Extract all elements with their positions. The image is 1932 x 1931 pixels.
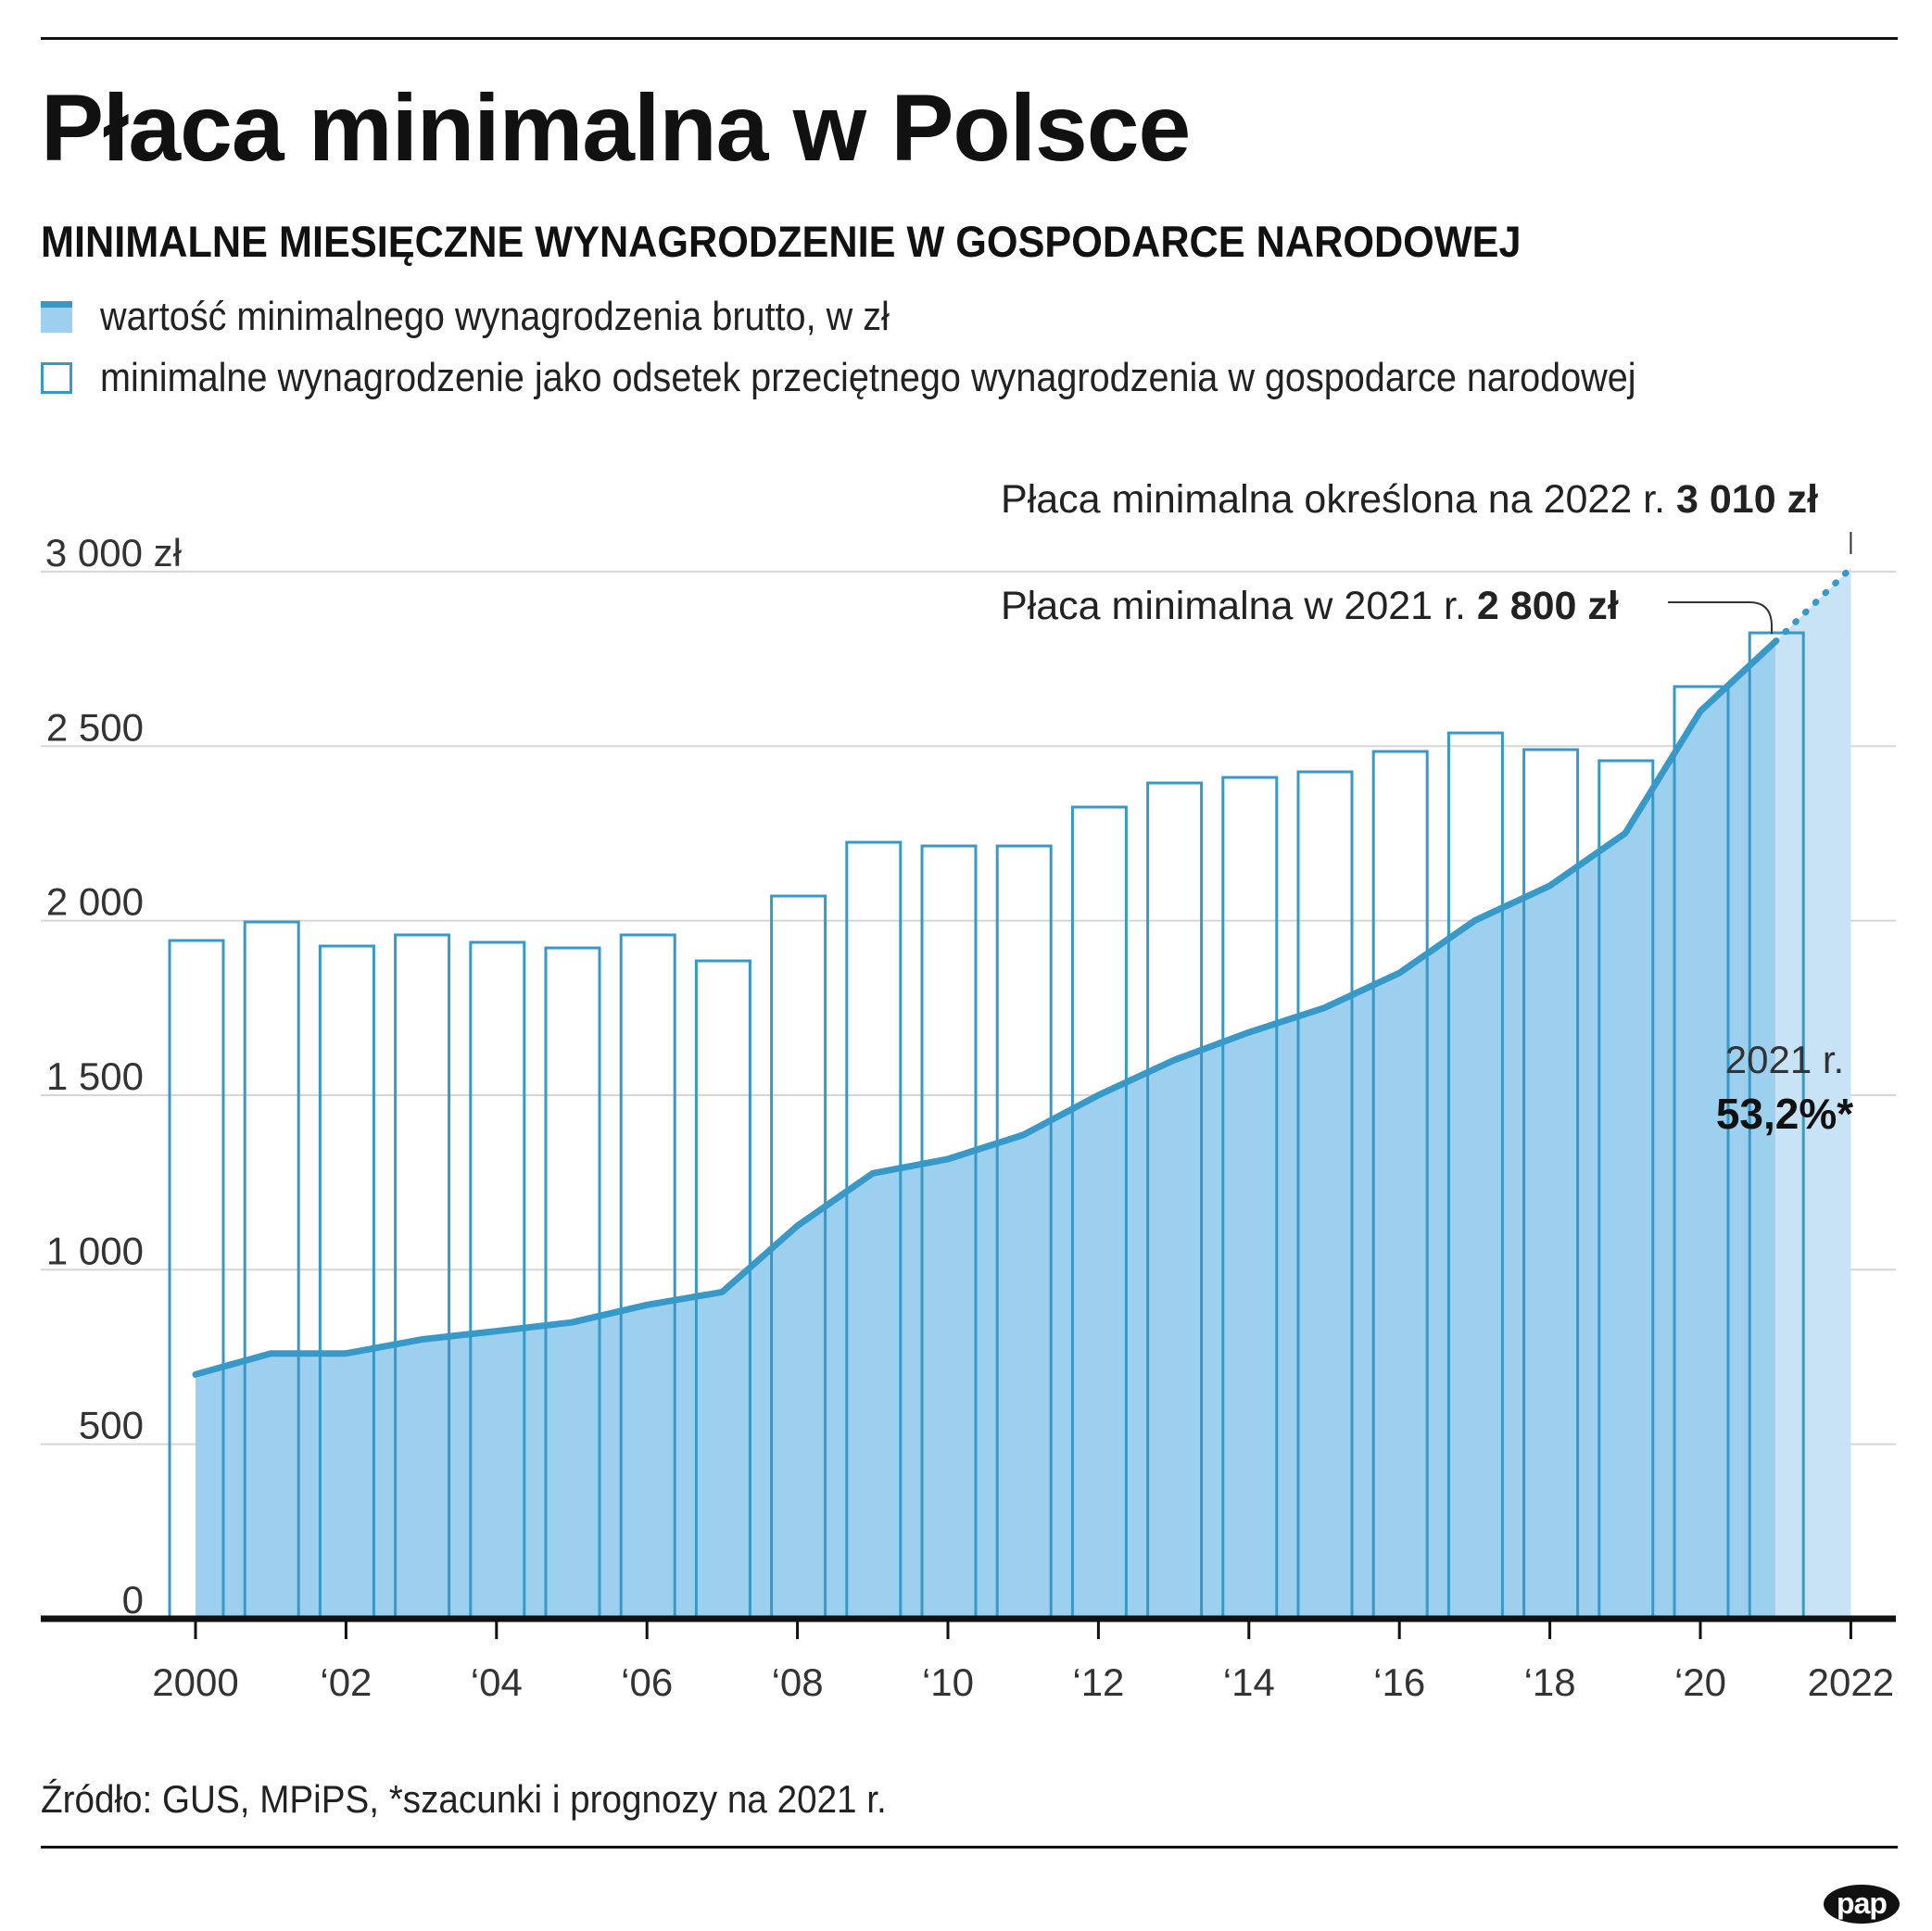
- annotation-2021: Płaca minimalna w 2021 r. 2 800 zł: [1001, 584, 1619, 628]
- wage-area-fill: [196, 641, 1776, 1619]
- legend-area-swatch: [41, 301, 72, 333]
- legend-item-area: wartość minimalnego wynagrodzenia brutto…: [41, 294, 977, 339]
- annotation-pct-value: 53,2%*: [1716, 1090, 1853, 1138]
- leader-2021: [1668, 601, 1773, 634]
- wage-line: [192, 564, 1854, 1378]
- x-tick-label: ‘16: [1373, 1660, 1425, 1704]
- wage-area: [196, 568, 1851, 1619]
- x-tick-label: 2000: [152, 1660, 238, 1704]
- y-tick-label: 2 000: [46, 880, 144, 924]
- x-tick-label: ‘02: [320, 1660, 372, 1704]
- legend-item-bar: minimalne wynagrodzenie jako odsetek prz…: [41, 355, 1807, 400]
- bottom-rule: [41, 1846, 1898, 1849]
- forecast-line-dotted: [1772, 564, 1854, 645]
- y-tick-label: 1 500: [46, 1054, 144, 1098]
- legend-area-label: wartość minimalnego wynagrodzenia brutto…: [100, 294, 890, 339]
- x-tick-label: ‘14: [1223, 1660, 1275, 1704]
- y-tick-label: 2 500: [46, 705, 144, 749]
- source-note: Źródło: GUS, MPiPS, *szacunki i prognozy…: [41, 1777, 887, 1821]
- x-tick-label: 2022: [1808, 1660, 1894, 1704]
- x-tick-label: ‘06: [621, 1660, 673, 1704]
- x-tick-label: ‘04: [471, 1660, 523, 1704]
- top-rule: [41, 37, 1898, 40]
- x-tick-label: ‘12: [1072, 1660, 1124, 1704]
- chart-subtitle: MINIMALNE MIESIĘCZNE WYNAGRODZENIE W GOS…: [41, 217, 1522, 266]
- annotation-2022: Płaca minimalna określona na 2022 r. 3 0…: [1001, 477, 1818, 522]
- forecast-area-fill: [1775, 568, 1851, 1619]
- x-tick-label: ‘18: [1524, 1660, 1576, 1704]
- pap-logo: pap: [1824, 1885, 1900, 1924]
- y-tick-label: 1 000: [46, 1229, 144, 1272]
- annotations: Płaca minimalna określona na 2022 r. 3 0…: [1001, 477, 1853, 1138]
- x-tick-label: ‘20: [1674, 1660, 1726, 1704]
- x-tick-label: ‘08: [772, 1660, 824, 1704]
- y-tick-label: 3 000 zł: [45, 531, 183, 574]
- legend-bar-label: minimalne wynagrodzenie jako odsetek prz…: [100, 355, 1636, 400]
- legend-bar-swatch: [41, 362, 72, 394]
- x-tick-label: ‘10: [922, 1660, 974, 1704]
- wage-line-path: [192, 637, 1779, 1378]
- annotation-pct-year: 2021 r.: [1725, 1038, 1844, 1081]
- y-tick-label: 0: [122, 1578, 144, 1622]
- chart-title: Płaca minimalna w Polsce: [41, 75, 1191, 181]
- y-tick-label: 500: [79, 1404, 144, 1447]
